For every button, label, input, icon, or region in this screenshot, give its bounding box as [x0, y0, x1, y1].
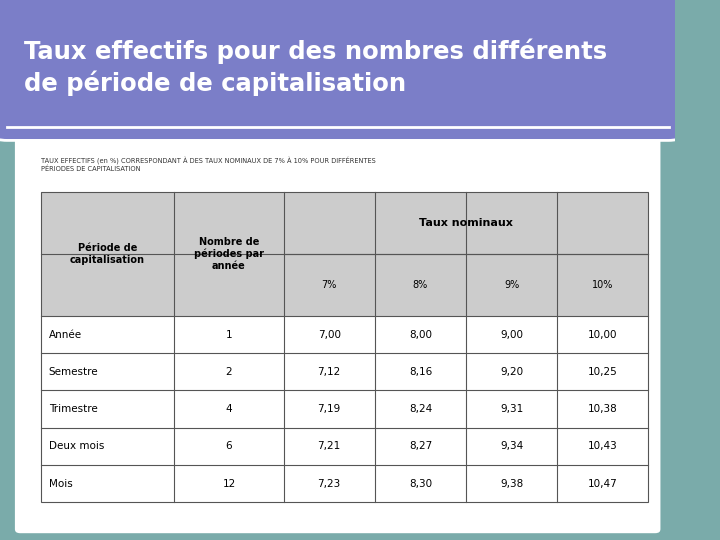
Bar	[40, 192, 648, 502]
Text: 7,00: 7,00	[318, 329, 341, 340]
Text: 8,24: 8,24	[409, 404, 432, 414]
Text: 8,30: 8,30	[409, 478, 432, 489]
Text: 12: 12	[222, 478, 235, 489]
Text: Mois: Mois	[49, 478, 73, 489]
Text: 10,00: 10,00	[588, 329, 618, 340]
Text: 10,38: 10,38	[588, 404, 618, 414]
Text: 1: 1	[225, 329, 233, 340]
Text: Trimestre: Trimestre	[49, 404, 97, 414]
Text: 10,25: 10,25	[588, 367, 618, 377]
Text: 7,21: 7,21	[318, 441, 341, 451]
Text: 9,38: 9,38	[500, 478, 523, 489]
Text: 8,00: 8,00	[409, 329, 432, 340]
Text: 10%: 10%	[592, 280, 613, 290]
Text: 6: 6	[225, 441, 233, 451]
Text: TAUX EFFECTIFS (en %) CORRESPONDANT À DES TAUX NOMINAUX DE 7% À 10% POUR DIFFÉRE: TAUX EFFECTIFS (en %) CORRESPONDANT À DE…	[40, 157, 375, 172]
Text: 8,27: 8,27	[409, 441, 432, 451]
Text: 2: 2	[225, 367, 233, 377]
Text: 9%: 9%	[504, 280, 519, 290]
Text: Année: Année	[49, 329, 82, 340]
Text: 8,16: 8,16	[409, 367, 432, 377]
Text: Semestre: Semestre	[49, 367, 98, 377]
Text: 10,47: 10,47	[588, 478, 618, 489]
Text: 7,19: 7,19	[318, 404, 341, 414]
Text: 9,00: 9,00	[500, 329, 523, 340]
Bar	[40, 192, 648, 316]
Text: Deux mois: Deux mois	[49, 441, 104, 451]
Text: 9,20: 9,20	[500, 367, 523, 377]
Text: 9,34: 9,34	[500, 441, 523, 451]
Text: 9,31: 9,31	[500, 404, 523, 414]
Text: Nombre de
périodes par
année: Nombre de périodes par année	[194, 237, 264, 271]
Text: 4: 4	[225, 404, 233, 414]
FancyBboxPatch shape	[0, 0, 689, 140]
Text: Taux nominaux: Taux nominaux	[419, 218, 513, 228]
Text: Période de
capitalisation: Période de capitalisation	[70, 243, 145, 265]
Text: 10,43: 10,43	[588, 441, 618, 451]
Text: 7,12: 7,12	[318, 367, 341, 377]
FancyBboxPatch shape	[14, 135, 662, 535]
Text: Taux effectifs pour des nombres différents
de période de capitalisation: Taux effectifs pour des nombres différen…	[24, 39, 607, 96]
Text: 7%: 7%	[322, 280, 337, 290]
Text: 8%: 8%	[413, 280, 428, 290]
Text: 7,23: 7,23	[318, 478, 341, 489]
